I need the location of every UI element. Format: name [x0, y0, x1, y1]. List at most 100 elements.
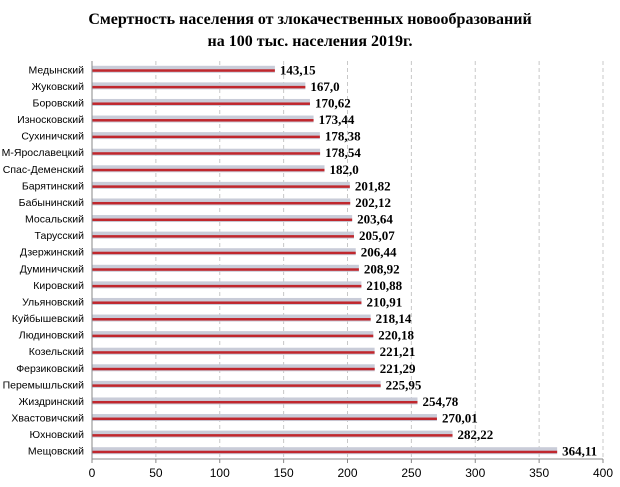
bar-4 — [92, 115, 314, 123]
category-label: Жиздринский — [19, 396, 84, 408]
category-label: Медынский — [28, 64, 84, 76]
category-label: Дзержинский — [20, 247, 84, 259]
x-tick-label-100: 100 — [210, 466, 230, 480]
value-label: 182,0 — [330, 162, 359, 177]
bar-3 — [92, 98, 310, 106]
bar-fill — [92, 334, 374, 338]
category-label: Спас-Деменский — [3, 164, 84, 176]
gridlines — [155, 61, 604, 459]
bar-20 — [92, 380, 381, 388]
value-label: 167,0 — [310, 79, 339, 94]
bars — [92, 65, 558, 455]
bar-fill — [92, 351, 375, 354]
bar-fill — [92, 152, 321, 155]
bar-fill — [92, 318, 371, 321]
bar-8 — [92, 181, 350, 189]
x-tick-label-150: 150 — [274, 466, 294, 480]
category-label: Куйбышевский — [12, 313, 84, 325]
category-label: Мосальский — [25, 214, 84, 226]
category-label: Жуковский — [32, 81, 85, 93]
value-label: 178,54 — [325, 145, 361, 160]
bar-21 — [92, 397, 418, 405]
bar-13 — [92, 264, 359, 272]
category-label: М-Ярославецкий — [2, 147, 84, 159]
value-label: 205,07 — [359, 228, 395, 243]
bar-fill — [92, 135, 320, 139]
value-label: 221,21 — [380, 344, 416, 359]
bar-fill — [92, 384, 381, 387]
bar-14 — [92, 281, 362, 289]
category-labels: Медынский Жуковский Боровский Износковский С… — [2, 64, 84, 457]
bar-fill — [92, 367, 375, 371]
category-label: Юхновский — [29, 429, 84, 441]
value-label: 220,18 — [378, 328, 414, 343]
value-label: 173,44 — [319, 112, 355, 127]
value-label: 201,82 — [355, 178, 391, 193]
category-label: Боровский — [33, 97, 85, 109]
x-tick-label-50: 50 — [149, 466, 163, 480]
bar-23 — [92, 430, 453, 438]
value-label: 254,78 — [422, 394, 458, 409]
bar-fill — [92, 69, 275, 72]
bar-17 — [92, 331, 374, 339]
bar-12 — [92, 248, 356, 256]
bar-fill — [92, 201, 351, 205]
bar-7 — [92, 165, 325, 173]
value-label: 206,44 — [361, 245, 397, 260]
bar-fill — [92, 85, 306, 89]
value-label: 170,62 — [315, 95, 351, 110]
x-tick-labels: 0 50 100 150 200 250 300 350 400 — [89, 466, 614, 480]
value-label: 270,01 — [442, 411, 478, 426]
bar-fill — [92, 400, 418, 404]
bar-fill — [92, 284, 362, 288]
bar-fill — [92, 119, 314, 122]
category-label: Ферзиковский — [16, 363, 84, 375]
category-label: Ульяновский — [22, 296, 84, 308]
bar-2 — [92, 82, 306, 90]
value-label: 210,91 — [366, 294, 402, 309]
category-label: Бабынинский — [19, 197, 84, 209]
bar-22 — [92, 414, 437, 422]
value-label: 218,14 — [376, 311, 412, 326]
bar-fill — [92, 218, 353, 222]
bar-19 — [92, 364, 375, 372]
category-label: Козельский — [29, 346, 84, 358]
value-label: 225,95 — [386, 377, 422, 392]
value-label: 178,38 — [325, 129, 361, 144]
bar-1 — [92, 65, 275, 73]
x-tick-label-350: 350 — [529, 466, 549, 480]
bar-24 — [92, 447, 558, 455]
x-tick-label-250: 250 — [401, 466, 421, 480]
bar-fill — [92, 268, 359, 271]
category-label: Хвастовичский — [11, 413, 84, 425]
x-tick-label-300: 300 — [465, 466, 485, 480]
category-label: Сухиничский — [21, 131, 84, 143]
bar-11 — [92, 231, 354, 239]
bar-6 — [92, 148, 321, 156]
category-label: Перемышльский — [3, 379, 85, 391]
bar-18 — [92, 347, 375, 355]
bar-10 — [92, 215, 353, 223]
category-label: Мещовский — [28, 446, 84, 458]
value-label: 221,29 — [380, 361, 416, 376]
bar-fill — [92, 185, 350, 188]
bar-15 — [92, 297, 362, 305]
bar-fill — [92, 235, 354, 238]
bar-fill — [92, 301, 362, 304]
x-tick-label-400: 400 — [593, 466, 613, 480]
bar-fill — [92, 251, 356, 255]
value-label: 210,88 — [366, 278, 402, 293]
bar-fill — [92, 450, 558, 454]
bar-16 — [92, 314, 371, 322]
category-label: Барятинский — [22, 180, 84, 192]
x-tick-label-200: 200 — [337, 466, 357, 480]
x-tick-label-0: 0 — [89, 466, 96, 480]
value-label: 364,11 — [562, 444, 597, 459]
value-label: 203,64 — [357, 212, 393, 227]
bar-fill — [92, 168, 325, 172]
category-label: Думиничский — [20, 263, 84, 275]
category-label: Кировский — [33, 280, 84, 292]
value-label: 208,92 — [364, 261, 400, 276]
